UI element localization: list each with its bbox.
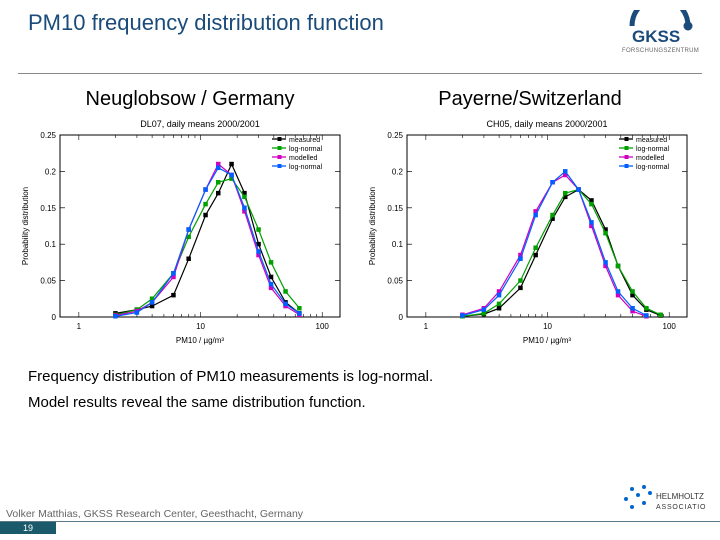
svg-text:0.15: 0.15 — [40, 204, 56, 213]
svg-text:modelled: modelled — [289, 155, 318, 162]
svg-text:PM10 / µg/m³: PM10 / µg/m³ — [176, 336, 225, 345]
svg-text:100: 100 — [316, 322, 330, 331]
svg-text:0: 0 — [399, 313, 404, 322]
left-subtitle: Neuglobsow / Germany — [20, 88, 360, 111]
svg-text:1: 1 — [424, 322, 429, 331]
svg-text:measured: measured — [289, 137, 320, 144]
footer-line — [0, 521, 720, 522]
svg-text:0.25: 0.25 — [40, 131, 56, 140]
footer-author: Volker Matthias, GKSS Research Center, G… — [0, 508, 720, 520]
svg-text:100: 100 — [663, 322, 677, 331]
right-subtitle: Payerne/Switzerland — [360, 88, 700, 111]
svg-text:10: 10 — [196, 322, 205, 331]
svg-text:ASSOCIATION: ASSOCIATION — [656, 504, 706, 511]
svg-text:0.1: 0.1 — [45, 240, 57, 249]
svg-text:0.05: 0.05 — [387, 277, 403, 286]
finding-line-1: Frequency distribution of PM10 measureme… — [28, 364, 692, 390]
svg-text:CH05, daily means 2000/2001: CH05, daily means 2000/2001 — [486, 119, 607, 129]
svg-text:GKSS: GKSS — [632, 27, 680, 46]
findings: Frequency distribution of PM10 measureme… — [28, 364, 692, 415]
chart-left: DL07, daily means 2000/2001 1 10 100 0 0.05 0.… — [18, 117, 355, 352]
svg-text:HELMHOLTZ: HELMHOLTZ — [656, 492, 704, 501]
svg-text:Probability distribution: Probability distribution — [368, 187, 377, 265]
svg-text:DL07, daily means 2000/2001: DL07, daily means 2000/2001 — [140, 119, 260, 129]
chart-right: CH05, daily means 2000/2001 1 10 100 0 0.05 0.… — [365, 117, 702, 352]
svg-text:log-normal: log-normal — [636, 164, 670, 171]
slide-title: PM10 frequency distribution function — [28, 10, 384, 36]
svg-text:0.1: 0.1 — [392, 240, 404, 249]
svg-text:0.2: 0.2 — [392, 167, 404, 176]
svg-text:Probability distribution: Probability distribution — [21, 187, 30, 265]
svg-text:0: 0 — [52, 313, 57, 322]
gkss-logo: GKSS FORSCHUNGSZENTRUM — [612, 10, 702, 61]
svg-text:0.15: 0.15 — [387, 204, 403, 213]
svg-text:measured: measured — [636, 137, 667, 144]
svg-text:0.05: 0.05 — [40, 277, 56, 286]
finding-line-2: Model results reveal the same distributi… — [28, 390, 692, 416]
svg-text:log-normal: log-normal — [289, 164, 323, 171]
helmholtz-logo: HELMHOLTZ ASSOCIATION — [622, 485, 706, 530]
header-rule — [18, 73, 702, 74]
svg-text:0.2: 0.2 — [45, 167, 57, 176]
svg-text:1: 1 — [77, 322, 82, 331]
svg-text:modelled: modelled — [636, 155, 665, 162]
svg-text:log-normal: log-normal — [289, 146, 323, 153]
svg-text:0.25: 0.25 — [387, 131, 403, 140]
svg-text:10: 10 — [543, 322, 552, 331]
svg-text:FORSCHUNGSZENTRUM: FORSCHUNGSZENTRUM — [622, 48, 699, 54]
svg-text:PM10 / µg/m³: PM10 / µg/m³ — [523, 336, 572, 345]
svg-text:log-normal: log-normal — [636, 146, 670, 153]
page-number: 19 — [0, 522, 56, 534]
